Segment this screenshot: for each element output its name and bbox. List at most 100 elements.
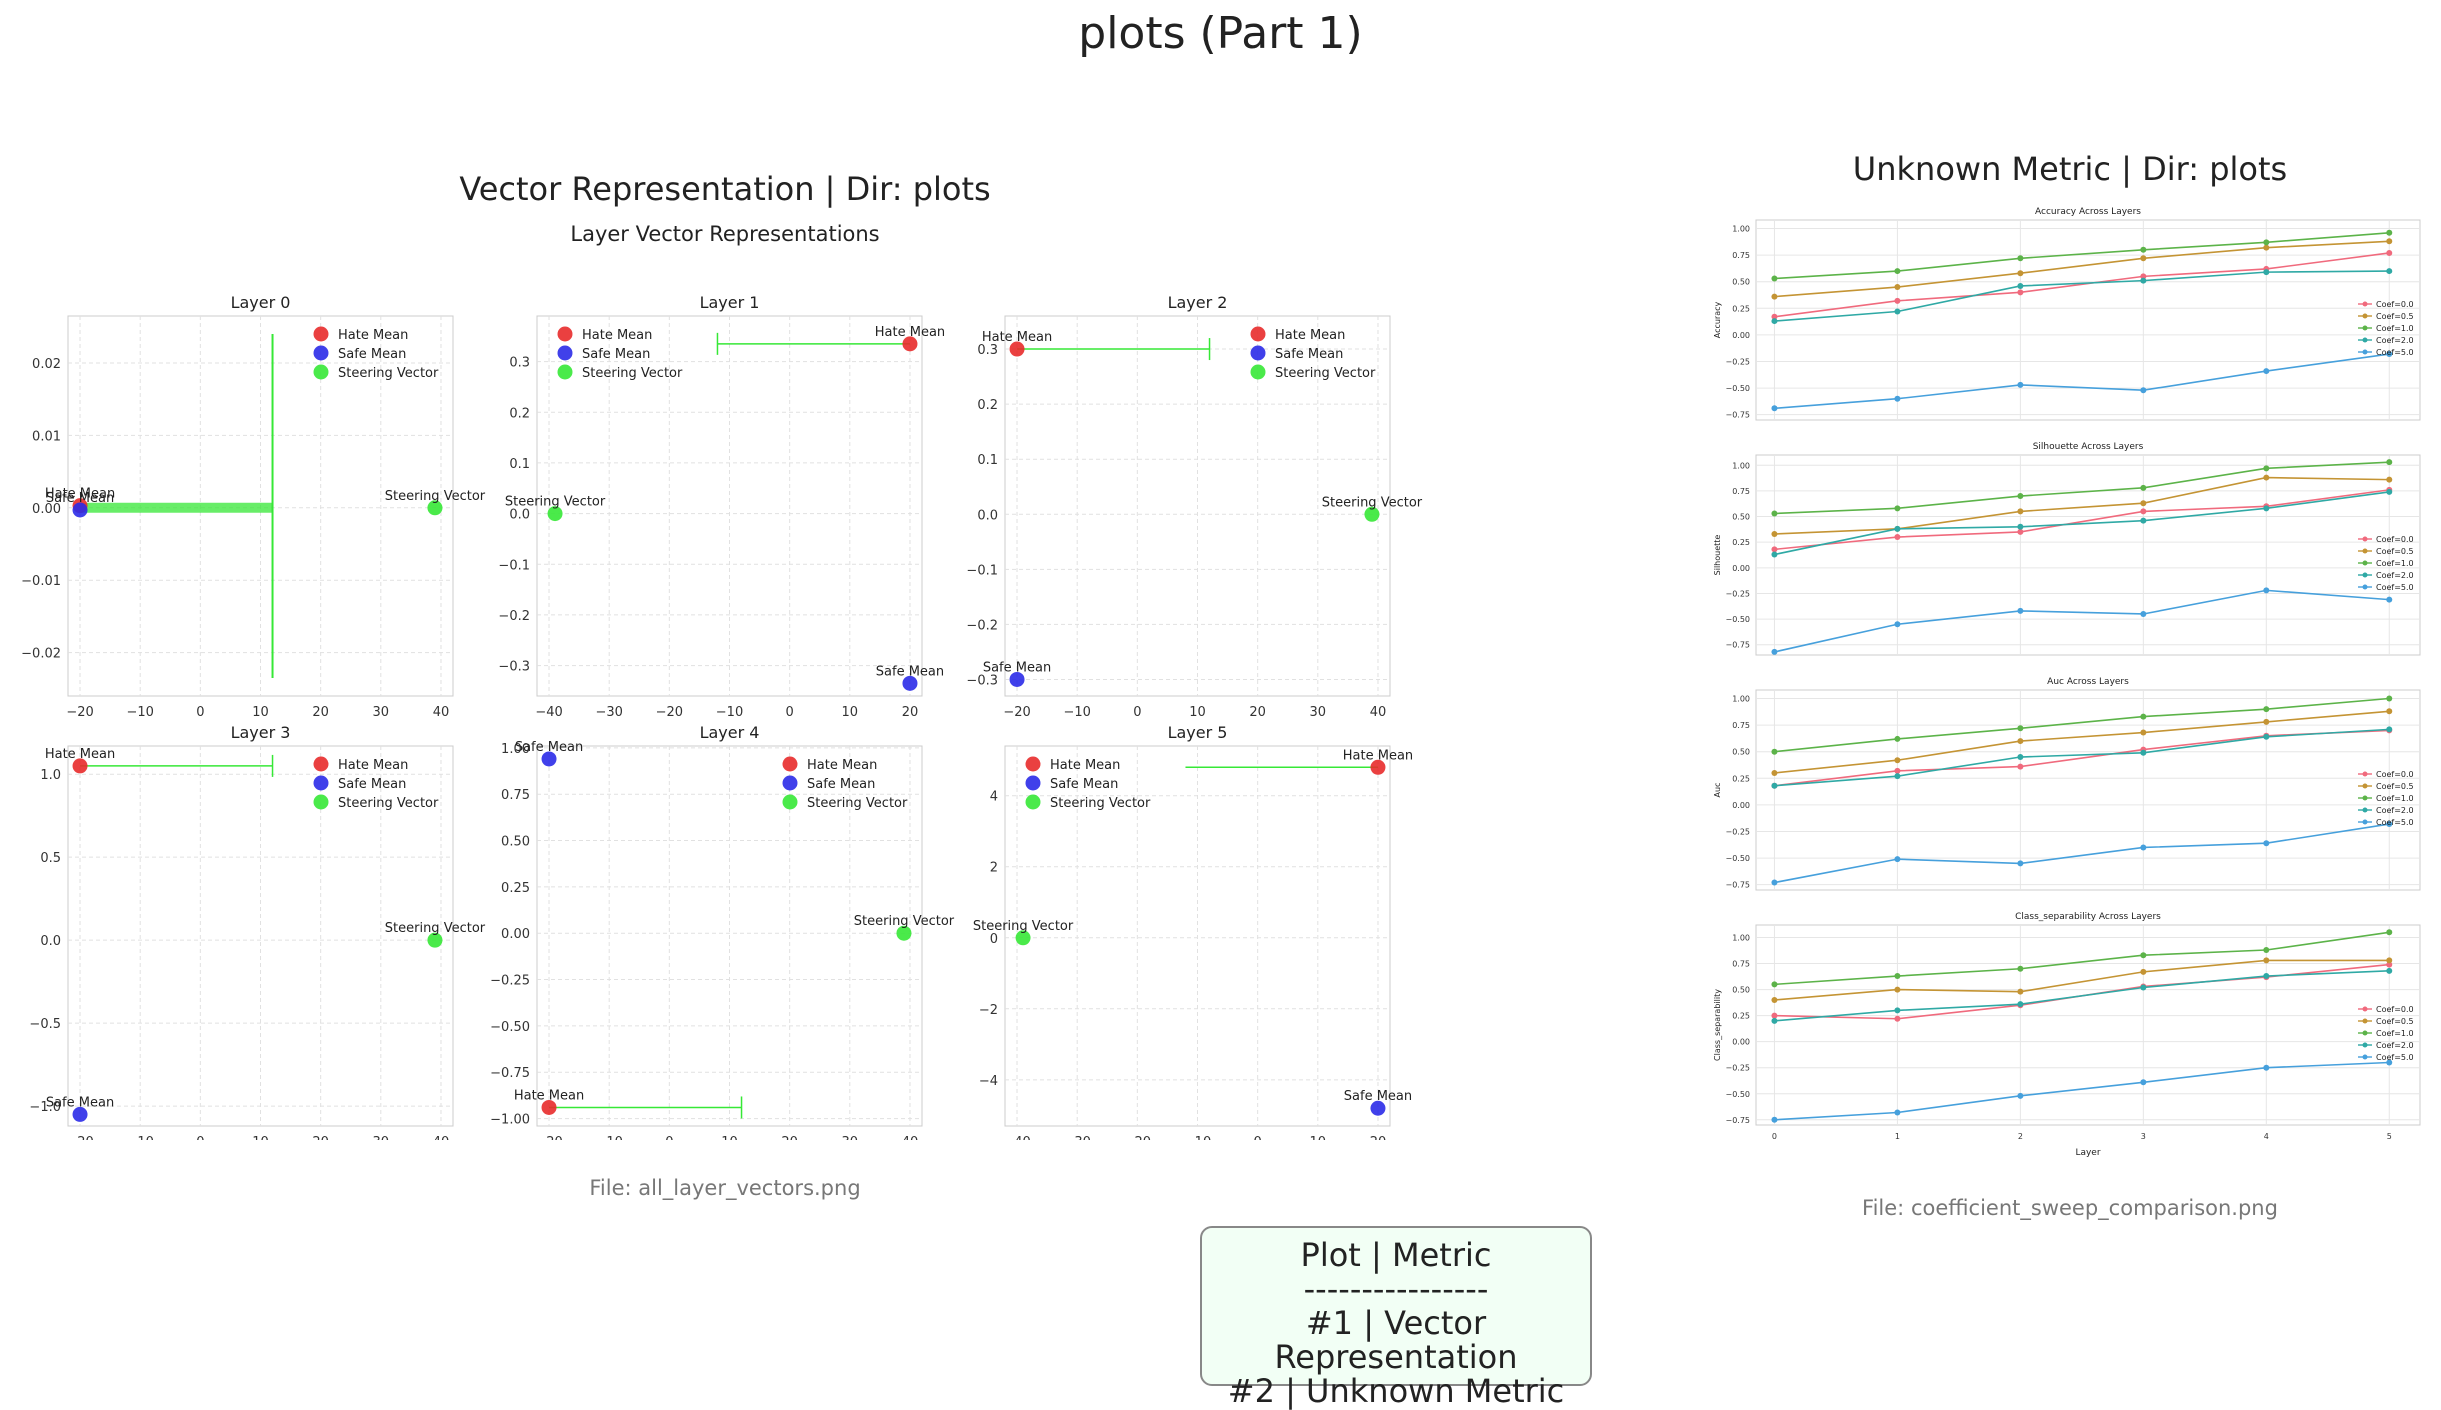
legend-label: Coef=1.0 [2376, 559, 2414, 568]
series-point [1894, 1007, 1901, 1014]
series-point [2140, 952, 2147, 959]
x-tick-label: 0 [665, 1135, 673, 1140]
series-point [2263, 244, 2270, 251]
legend-label: Coef=0.5 [2376, 782, 2414, 791]
legend-label: Coef=2.0 [2376, 1041, 2414, 1050]
y-tick-label: −0.25 [1725, 357, 1750, 366]
y-tick-label: 0.50 [501, 835, 530, 850]
series-point [1894, 973, 1901, 980]
y-tick-label: 1.0 [40, 768, 61, 783]
right-panel-title: Unknown Metric | Dir: plots [1852, 150, 2288, 188]
point-label: Safe Mean [46, 1095, 114, 1110]
series-point [2386, 821, 2393, 828]
legend-label: Safe Mean [338, 777, 406, 792]
legend-label: Coef=1.0 [2376, 1029, 2414, 1038]
y-tick-label: 0.00 [1732, 1038, 1750, 1047]
legend-label: Coef=1.0 [2376, 794, 2414, 803]
series-line [1774, 461, 2390, 515]
series-point [2017, 381, 2024, 388]
y-tick-label: 0.0 [509, 508, 530, 523]
legend-label: Coef=0.5 [2376, 1017, 2414, 1026]
y-tick-label: −0.25 [1725, 827, 1750, 836]
series-point [2017, 1092, 2024, 1099]
point-safe [72, 1106, 88, 1122]
subplot-title: Layer 1 [700, 293, 760, 312]
legend-marker [2362, 795, 2368, 801]
left-panel-filename: File: all_layer_vectors.png [589, 1176, 861, 1200]
subplot-title: Silhouette Across Layers [2033, 442, 2144, 452]
point-hate [72, 758, 88, 774]
x-tick-label: −10 [595, 1135, 622, 1140]
legend-marker [557, 326, 573, 342]
legend-marker [1250, 326, 1266, 342]
series-point [2140, 749, 2147, 756]
legend-label: Coef=0.5 [2376, 312, 2414, 321]
series-point [1894, 621, 1901, 628]
series-line [1774, 970, 2390, 1022]
series-point [1894, 1015, 1901, 1022]
series-point [1894, 757, 1901, 764]
legend-marker [2362, 536, 2368, 542]
legend-marker [313, 756, 329, 772]
series-line [1774, 353, 2390, 410]
page-title: plots (Part 1) [1078, 8, 1363, 59]
legend-marker [2362, 771, 2368, 777]
legend-marker [313, 775, 329, 791]
y-axis-label: Accuracy [1713, 301, 1722, 338]
y-tick-label: 0.2 [509, 406, 530, 421]
series-point [1894, 986, 1901, 993]
series-point [2263, 973, 2270, 980]
x-tick-label: 1 [1895, 1132, 1900, 1141]
x-tick-label: −20 [1003, 705, 1030, 720]
series-point [2017, 508, 2024, 515]
legend-marker [313, 364, 329, 380]
series-point [1894, 525, 1901, 532]
series-point [2263, 706, 2270, 713]
series-point [1771, 405, 1778, 412]
series-point [2263, 947, 2270, 953]
x-tick-label: 30 [842, 1135, 859, 1140]
layer-subplot-4: Layer 4 −20 −10 0 10 20 30 40 −1.00 −0.75 −0.50 −0.… [490, 723, 955, 1140]
point-label: Hate Mean [514, 1088, 584, 1103]
x-tick-label: −10 [1063, 705, 1090, 720]
series-point [1771, 551, 1778, 558]
x-tick-label: 40 [433, 705, 450, 720]
legend-marker [2362, 313, 2368, 319]
y-tick-label: 1.00 [1732, 934, 1750, 943]
y-tick-label: −0.50 [490, 1020, 530, 1035]
point-label: Hate Mean [45, 487, 115, 502]
y-tick-label: −0.3 [498, 660, 530, 675]
y-tick-label: −0.25 [1725, 1064, 1750, 1073]
y-tick-label: 0.75 [1732, 487, 1750, 496]
series-point [2386, 268, 2393, 275]
series-point [1771, 648, 1778, 655]
metric-subplot-2: Auc Across Layers −0.75 −0.50 −0.25 0.00 0.25… [1713, 677, 2421, 891]
x-tick-label: 0 [1133, 705, 1141, 720]
series-point [2140, 246, 2147, 253]
series-point [2386, 1059, 2393, 1066]
y-tick-label: 0.0 [977, 508, 998, 523]
legend-marker [2362, 349, 2368, 355]
x-tick-label: −40 [535, 705, 562, 720]
x-tick-label: −40 [1003, 1135, 1030, 1140]
y-tick-label: −0.50 [1725, 1090, 1750, 1099]
legend-label: Coef=0.5 [2376, 547, 2414, 556]
legend-label: Safe Mean [807, 777, 875, 792]
x-tick-label: −30 [595, 705, 622, 720]
y-tick-label: −4 [979, 1074, 998, 1089]
series-point [2386, 459, 2393, 466]
series-point [1771, 769, 1778, 776]
y-tick-label: −0.01 [21, 574, 61, 589]
legend-marker [2362, 560, 2368, 566]
y-tick-label: 0.50 [1732, 513, 1750, 522]
x-tick-label: 0 [786, 705, 794, 720]
y-tick-label: 0.75 [1732, 251, 1750, 260]
series-point [2263, 1064, 2270, 1071]
y-tick-label: −0.50 [1725, 384, 1750, 393]
layer-subplot-0: Layer 0 −20 −10 0 10 20 30 40 −0.02 −0.01 0.00 0.01… [21, 293, 486, 720]
point-label: Hate Mean [1343, 748, 1413, 763]
legend-marker [2362, 325, 2368, 331]
series-line [1774, 1061, 2390, 1121]
x-tick-label: 5 [2387, 1132, 2392, 1141]
x-tick-label: 20 [1249, 705, 1266, 720]
